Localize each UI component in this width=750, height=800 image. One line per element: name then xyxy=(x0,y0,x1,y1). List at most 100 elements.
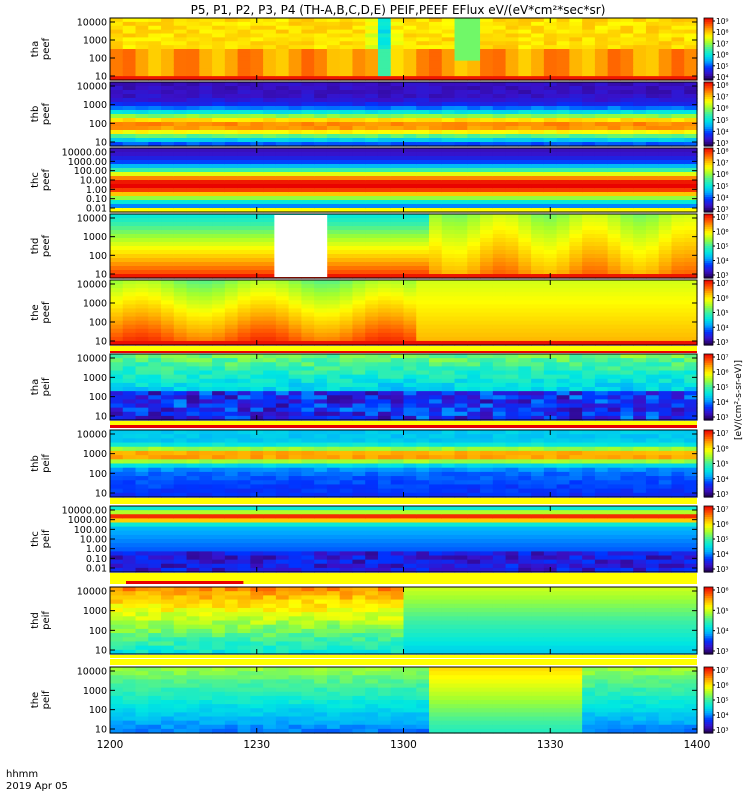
heatmap-cell xyxy=(224,332,239,338)
colorbar-segment xyxy=(704,380,713,384)
heatmap-cell xyxy=(237,94,251,99)
heatmap-cell xyxy=(237,403,251,409)
heatmap-cell xyxy=(467,258,481,263)
heatmap-cell xyxy=(441,270,456,275)
heatmap-cell xyxy=(122,204,137,209)
heatmap-cell xyxy=(607,180,622,185)
heatmap-cell xyxy=(314,21,328,27)
heatmap-cell xyxy=(671,266,685,271)
heatmap-cell xyxy=(263,407,277,413)
colorbar-segment xyxy=(704,162,713,166)
heatmap-cell xyxy=(377,340,392,346)
heatmap-cell xyxy=(467,76,481,81)
heatmap-cell xyxy=(301,403,315,409)
heatmap-cell xyxy=(556,266,570,271)
heatmap-cell xyxy=(237,270,251,275)
colorbar-segment xyxy=(704,24,713,27)
heatmap-cell xyxy=(684,68,698,73)
heatmap-cell xyxy=(199,152,213,157)
heatmap-cell xyxy=(582,72,596,77)
heatmap-cell xyxy=(212,399,226,405)
colorbar-frame xyxy=(703,81,714,147)
heatmap-cell xyxy=(186,280,200,285)
heatmap-cell xyxy=(173,378,188,384)
heatmap-cell xyxy=(454,37,468,42)
heatmap-cell xyxy=(161,258,175,263)
heatmap-cell xyxy=(607,204,622,209)
heatmap-cell xyxy=(275,118,290,123)
heatmap-cell xyxy=(135,484,149,490)
heatmap-cell xyxy=(569,226,583,231)
heatmap-cell xyxy=(199,262,213,267)
heatmap-cell xyxy=(441,126,456,131)
heatmap-cell xyxy=(110,106,124,111)
heatmap-cell xyxy=(250,200,264,205)
heatmap-cell xyxy=(505,336,519,342)
heatmap-cell xyxy=(684,164,698,169)
heatmap-cell xyxy=(480,354,494,359)
heatmap-cell xyxy=(377,98,392,103)
heatmap-cell xyxy=(492,284,507,289)
heatmap-cell xyxy=(186,192,200,197)
heatmap-cell xyxy=(135,41,149,46)
heatmap-cell xyxy=(607,358,622,363)
heatmap-cell xyxy=(454,370,468,376)
heatmap-cell xyxy=(543,176,558,181)
heatmap-cell xyxy=(671,156,685,161)
heatmap-cell xyxy=(441,374,456,380)
heatmap-cell xyxy=(173,415,188,421)
y-tick-label: 0.10 xyxy=(86,194,107,205)
heatmap-cell xyxy=(594,288,609,293)
heatmap-cell xyxy=(582,94,596,99)
heatmap-cell xyxy=(684,98,698,103)
heatmap-cell xyxy=(454,152,468,157)
heatmap-cell xyxy=(173,492,188,498)
heatmap-cell xyxy=(326,324,341,330)
heatmap-cell xyxy=(161,354,175,359)
heatmap-cell xyxy=(199,455,213,460)
heatmap-cell xyxy=(633,387,647,392)
heatmap-cell xyxy=(645,292,660,297)
heatmap-cell xyxy=(429,142,443,147)
heatmap-cell xyxy=(199,118,213,123)
heatmap-cell xyxy=(556,362,570,367)
heatmap-cell xyxy=(518,288,532,293)
heatmap-cell xyxy=(224,316,239,322)
heatmap-cell xyxy=(339,374,354,380)
colorbar-tick-label: 10⁸ xyxy=(716,28,729,37)
heatmap-cell xyxy=(212,316,226,322)
heatmap-cell xyxy=(607,407,622,413)
heatmap-cell xyxy=(135,284,149,289)
heatmap-cell xyxy=(607,382,622,388)
heatmap-cell xyxy=(441,407,456,413)
heatmap-cell xyxy=(671,304,685,310)
heatmap-cell xyxy=(416,56,430,62)
heatmap-cell xyxy=(607,254,622,259)
heatmap-cell xyxy=(416,403,430,409)
heatmap-cell xyxy=(365,114,379,119)
heatmap-cell xyxy=(199,320,213,326)
heatmap-cell xyxy=(148,471,162,477)
heatmap-cell xyxy=(390,180,405,185)
heatmap-cell xyxy=(135,214,149,219)
heatmap-cell xyxy=(645,21,660,27)
heatmap-cell xyxy=(199,25,213,31)
heatmap-cell xyxy=(365,168,379,173)
heatmap-cell xyxy=(314,164,328,169)
heatmap-cell xyxy=(110,399,124,405)
heatmap-cell xyxy=(365,284,379,289)
heatmap-cell xyxy=(416,41,430,46)
heatmap-cell xyxy=(531,280,545,285)
heatmap-cells xyxy=(110,18,698,81)
colorbar-segment xyxy=(704,67,713,71)
heatmap-cell xyxy=(582,204,596,209)
heatmap-cell xyxy=(173,304,188,310)
heatmap-cell xyxy=(543,328,558,334)
heatmap-cell xyxy=(416,230,430,235)
heatmap-cell xyxy=(441,308,456,314)
heatmap-cell xyxy=(441,148,456,153)
heatmap-cell xyxy=(352,362,366,367)
heatmap-cell xyxy=(199,358,213,363)
heatmap-cell xyxy=(684,122,698,127)
heatmap-cell xyxy=(569,218,583,223)
